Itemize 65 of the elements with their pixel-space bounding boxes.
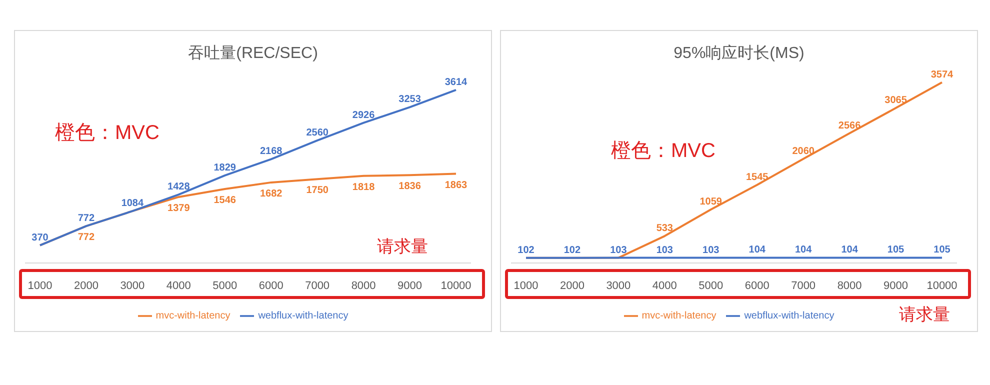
x-tick-label: 1000 [514,280,538,292]
data-label: 2168 [260,146,283,158]
x-tick-label: 4000 [166,280,191,292]
data-label: 3253 [398,94,422,106]
data-label: 370 [32,232,49,244]
legend-label: mvc-with-latency [642,310,716,322]
data-label: 103 [656,244,674,256]
data-label: 2560 [306,127,329,138]
x-tick-label: 10000 [926,280,958,292]
x-tick-label: 9000 [398,280,422,292]
data-label: 1863 [444,180,468,191]
data-label: 102 [518,244,535,256]
data-label: 772 [78,213,95,224]
x-tick-label: 5000 [212,280,238,292]
data-label: 104 [841,244,858,256]
legend-label: mvc-with-latency [156,310,230,322]
chart-title: 95%响应时长(MS) [672,44,806,64]
x-tick-label: 9000 [884,280,908,292]
data-label: 1818 [352,182,376,193]
x-tick-label: 6000 [258,280,284,292]
data-label: 1750 [306,185,329,196]
data-label: 104 [748,244,766,256]
x-tick-label: 3000 [606,280,631,292]
data-label: 1829 [214,162,236,174]
x-tick-label: 8000 [837,280,862,292]
data-label: 1059 [700,196,722,208]
legend-label: webflux-with-latency [744,310,834,322]
text: 请求量 [899,304,950,326]
data-label: 103 [702,244,720,256]
data-label: 103 [610,244,628,256]
x-tick-label: 4000 [652,280,677,292]
data-label: 1084 [121,198,144,210]
annotation: 请求量 [377,236,428,258]
data-label: 1682 [260,188,283,200]
data-label: 104 [794,244,812,256]
x-tick-label: 6000 [744,280,770,292]
x-tick-label: 2000 [74,280,98,292]
x-tick-label: 8000 [351,280,376,292]
x-tick-label: 10000 [440,280,472,292]
annotation: 橙色：MVC [611,139,716,164]
x-tick-label: 7000 [791,280,816,292]
annotation: 橙色：MVC [55,121,160,146]
data-label: 1545 [746,172,769,183]
x-tick-label: 3000 [120,280,145,292]
chart-title: 吞吐量(REC/SEC) [187,44,319,64]
x-tick-label: 7000 [305,280,330,292]
data-label: 2926 [352,110,376,121]
data-label: 105 [934,244,951,256]
data-label: 105 [887,244,905,256]
data-label: 772 [78,232,95,244]
data-label: 1546 [214,194,236,206]
data-label: 3614 [444,76,468,88]
x-tick-label: 1000 [28,280,52,292]
x-tick-label: 2000 [560,280,584,292]
data-label: 533 [656,223,674,234]
data-label: 1836 [398,181,422,192]
x-tick-label: 5000 [698,280,724,292]
data-label: 1428 [168,182,190,193]
legend-label: webflux-with-latency [258,310,348,322]
data-label: 2060 [792,146,815,157]
data-label: 3065 [884,95,908,106]
data-label: 102 [564,244,581,256]
data-label: 3574 [930,69,954,80]
data-label: 2566 [838,120,862,132]
data-label: 1379 [168,202,190,214]
